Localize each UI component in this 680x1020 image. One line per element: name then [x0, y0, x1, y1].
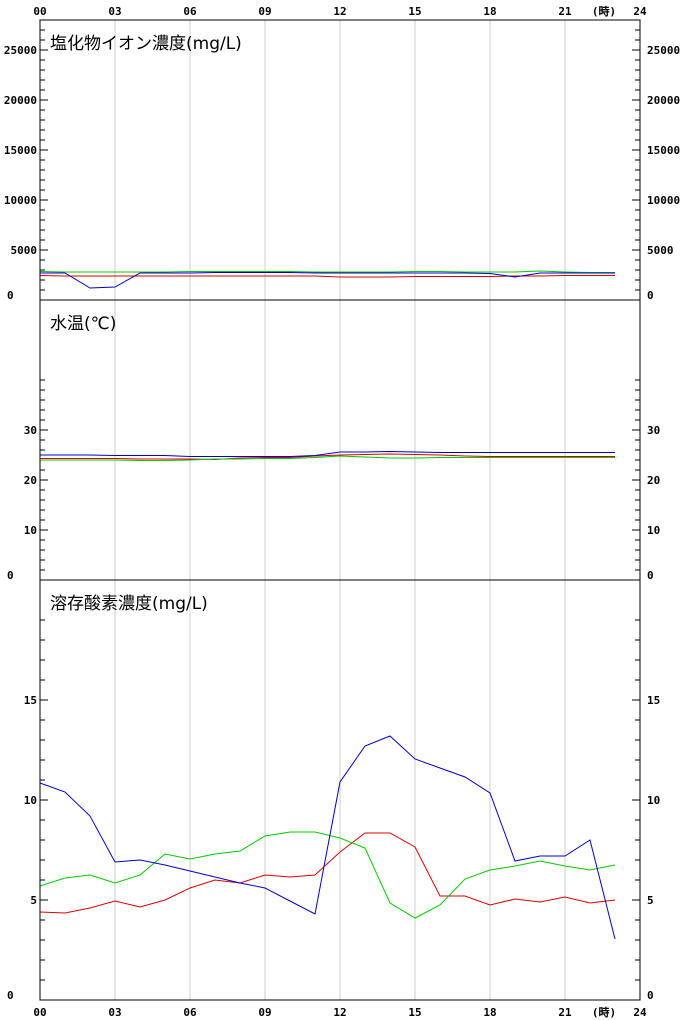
- x-tick-label-top: 00: [33, 5, 46, 18]
- y-tick-label-left: 10000: [4, 194, 37, 207]
- y-tick-label-right: 25000: [647, 44, 680, 57]
- x-tick-label-bottom: 06: [183, 1006, 197, 1019]
- y-tick-label-right: 15: [647, 694, 660, 707]
- y-tick-label-left: 5: [30, 894, 37, 907]
- y-tick-label-right: 10: [647, 794, 660, 807]
- x-unit-label-bottom: (時): [592, 1005, 616, 1019]
- y-tick-label-left: 10: [24, 524, 37, 537]
- y-tick-label-left: 5000: [11, 244, 38, 257]
- y-tick-label-right: 10000: [647, 194, 680, 207]
- x-tick-label-bottom: 21: [558, 1006, 572, 1019]
- series-line-3: [39, 735, 616, 940]
- plot-frame: [39, 19, 641, 1001]
- x-tick-label-top: 18: [483, 5, 496, 18]
- x-tick-label-top: 12: [333, 5, 346, 18]
- x-tick-label-bottom: 15: [408, 1006, 421, 1019]
- y-tick-label-left: 15000: [4, 144, 37, 157]
- y-tick-label-left: 0: [7, 569, 14, 582]
- x-tick-label-bottom: 00: [33, 1006, 46, 1019]
- y-tick-label-right: 5: [647, 894, 654, 907]
- y-tick-label-right: 5000: [647, 244, 674, 257]
- panel-title: 溶存酸素濃度(mg/L): [50, 594, 208, 614]
- panel-title: 水温(℃): [50, 314, 116, 334]
- y-tick-label-right: 20: [647, 474, 660, 487]
- series-line-3: [40, 450, 615, 457]
- y-tick-label-left: 15: [24, 694, 37, 707]
- y-tick-label-left: 20: [24, 474, 37, 487]
- x-tick-label-top: 09: [258, 5, 271, 18]
- y-tick-label-right: 20000: [647, 94, 680, 107]
- x-tick-label-bottom: 12: [333, 1006, 346, 1019]
- x-tick-label-top: 24: [633, 5, 647, 18]
- y-tick-label-right: 15000: [647, 144, 680, 157]
- x-tick-label-top: 21: [558, 5, 572, 18]
- x-tick-label-bottom: 24: [633, 1006, 647, 1019]
- y-tick-label-right: 0: [647, 289, 654, 302]
- x-tick-label-top: 15: [408, 5, 421, 18]
- y-tick-label-right: 10: [647, 524, 660, 537]
- series-line-1: [39, 832, 616, 914]
- series-line-2: [39, 270, 615, 273]
- series-line-1: [39, 275, 615, 278]
- x-tick-label-top: 03: [108, 5, 121, 18]
- series-line-1: [40, 453, 615, 461]
- y-tick-label-left: 0: [7, 989, 14, 1002]
- y-tick-label-left: 25000: [4, 44, 37, 57]
- y-tick-label-left: 10: [24, 794, 37, 807]
- x-tick-label-bottom: 09: [258, 1006, 271, 1019]
- y-tick-label-left: 30: [24, 424, 37, 437]
- x-tick-label-top: 06: [183, 5, 197, 18]
- panel-title: 塩化物イオン濃度(mg/L): [50, 34, 242, 54]
- series-line-2: [40, 455, 615, 461]
- y-tick-label-right: 0: [647, 569, 654, 582]
- y-tick-label-left: 0: [7, 289, 14, 302]
- x-unit-label-top: (時): [592, 4, 616, 18]
- y-tick-label-right: 0: [647, 989, 654, 1002]
- x-tick-label-bottom: 18: [483, 1006, 496, 1019]
- y-tick-label-right: 30: [647, 424, 660, 437]
- series-line-3: [40, 272, 615, 289]
- y-tick-label-left: 20000: [4, 94, 37, 107]
- series-line-2: [39, 831, 616, 919]
- x-tick-label-bottom: 03: [108, 1006, 121, 1019]
